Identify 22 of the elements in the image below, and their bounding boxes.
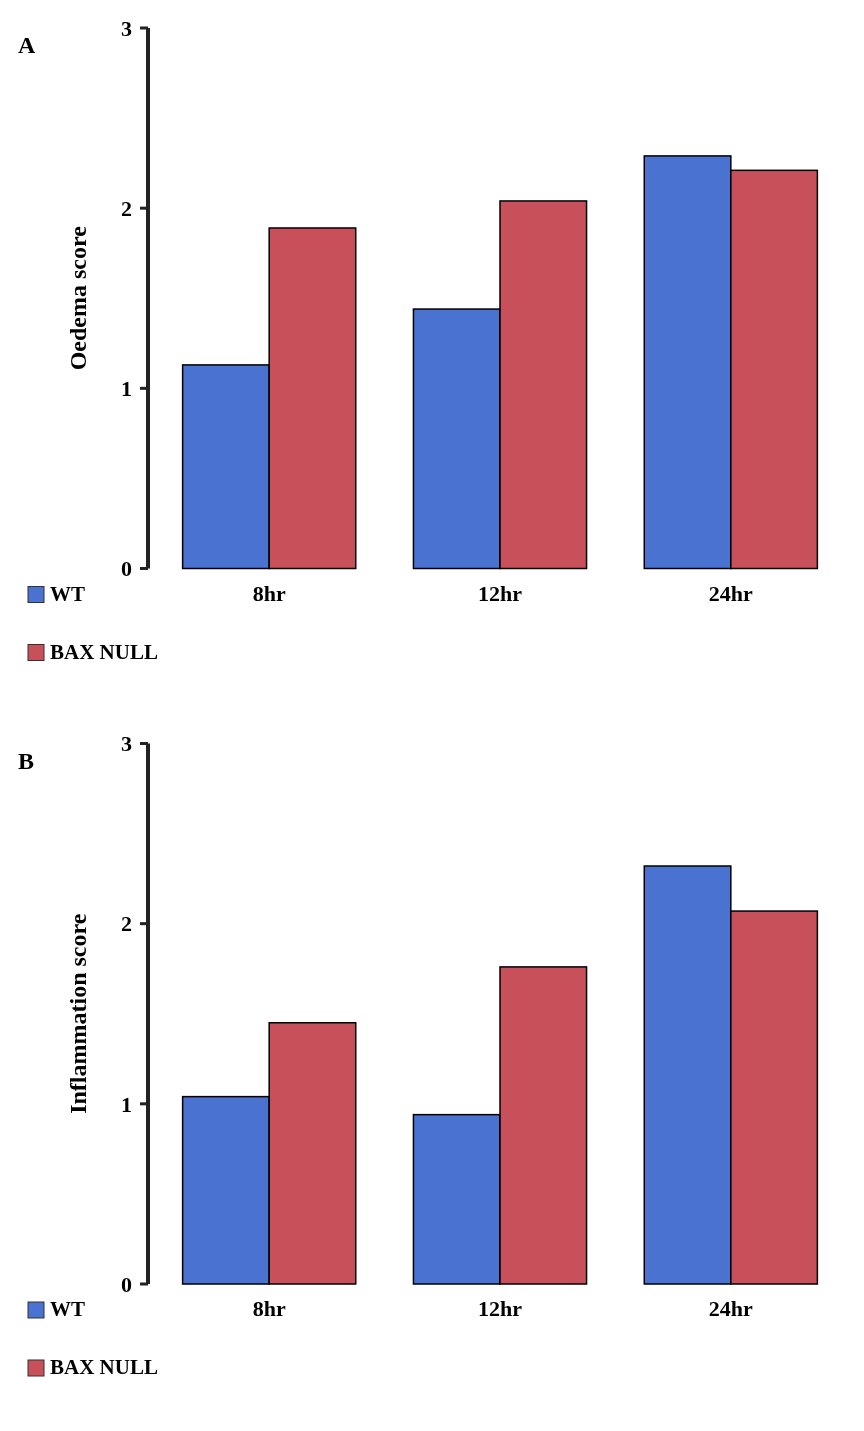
x-tick-label: 8hr <box>252 1296 286 1321</box>
y-tick-label: 1 <box>121 376 132 402</box>
y-tick-label: 2 <box>121 911 132 937</box>
legend-label: WT <box>50 1297 86 1321</box>
y-tick-label: 0 <box>121 1271 132 1297</box>
y-axis-title: Inflammation score <box>65 913 91 1114</box>
y-axis-title: Oedema score <box>65 225 91 371</box>
x-tick-label: 12hr <box>478 580 523 606</box>
x-tick-label: 24hr <box>708 1296 754 1321</box>
y-tick-label: 1 <box>121 1091 132 1117</box>
chart-title: A <box>18 32 36 58</box>
y-tick-label: 3 <box>121 15 132 41</box>
legend-label: BAX NULL <box>50 1355 158 1379</box>
legend-label: WT <box>50 581 86 606</box>
x-tick-label: 12hr <box>478 1296 523 1321</box>
x-tick-label: 8hr <box>252 580 286 606</box>
y-tick-label: 3 <box>121 731 132 757</box>
x-tick-label: 24hr <box>708 580 754 606</box>
y-tick-label: 0 <box>121 556 132 582</box>
y-tick-label: 2 <box>121 195 132 221</box>
legend-label: BAX NULL <box>50 639 158 664</box>
chart-title: B <box>18 747 35 774</box>
